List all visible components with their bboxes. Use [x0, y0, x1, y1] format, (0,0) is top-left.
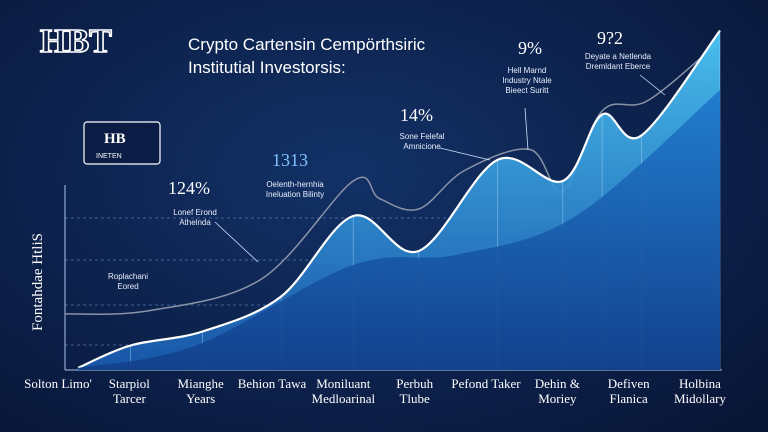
annotation: Sone Felefal Amnicione — [399, 132, 445, 151]
annotation: Oelenth-hernhia Ineluation Bilinty — [265, 180, 325, 199]
annotation: Roplachani Eored — [107, 272, 149, 291]
x-label: Defiven Flanica — [607, 376, 650, 406]
plot — [64, 29, 721, 370]
annotation-value: 124% — [168, 178, 210, 198]
x-label: Starpiol Tarcer — [108, 376, 150, 406]
title: Institutial Investorsis: — [188, 58, 346, 77]
series-line — [64, 40, 721, 315]
y-label: Fontahdae HtliS — [30, 233, 46, 331]
annotation: Hell Marnd Industry Ntale Bieect Suritt — [502, 66, 552, 95]
series-line — [77, 29, 721, 369]
callouts — [214, 74, 666, 263]
x-label: Mianghe Years — [177, 376, 224, 406]
title: Crypto Cartensin Cempörthsiric — [188, 35, 426, 54]
annotation-value: 9% — [518, 38, 542, 58]
annotation: Deyate a Netlenda Dremldant Eberce — [584, 52, 652, 71]
badge — [83, 121, 161, 165]
annotation-value: 9?2 — [597, 28, 623, 48]
x-label: Pefond Taker — [451, 376, 521, 391]
x-label: Dehin & Moriey — [534, 376, 580, 406]
x-label: Holbina Midollary — [674, 376, 726, 406]
badge-sub: INETEN — [96, 153, 122, 160]
x-label: Behion Tawa — [237, 376, 307, 391]
annotation-value: 14% — [400, 105, 433, 125]
logo: HBT — [40, 23, 112, 60]
series-area — [78, 90, 721, 370]
annotation-value: 1313 — [272, 150, 308, 170]
annotation: Lonef Erond Athelnda — [173, 208, 217, 227]
badge-title: HB — [104, 131, 126, 147]
x-label: Solton Limo' — [24, 376, 92, 391]
x-label: Perbuh Tlube — [396, 376, 434, 406]
x-label: Moniluant Medloarinal — [311, 376, 376, 406]
